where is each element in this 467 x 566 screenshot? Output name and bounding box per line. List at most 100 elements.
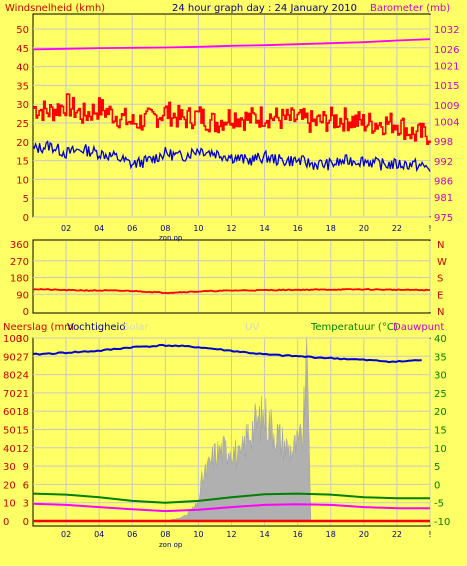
barometer-y-tick: 1021: [434, 61, 459, 72]
sunrise-label-bottom: zon op: [159, 541, 183, 549]
temperature-y-tick: -10: [434, 517, 450, 528]
rain-y-tick: 30: [16, 334, 29, 345]
wind-direction-line: [32, 288, 431, 295]
temperature-y-tick: 25: [434, 389, 447, 400]
humidity-y-tick: 50: [3, 426, 16, 437]
wind-gust-line: [33, 93, 431, 145]
rain-y-tick: 18: [16, 407, 29, 418]
direction-y-tick: 180: [10, 274, 29, 285]
barometer-y-tick: 975: [434, 213, 453, 224]
direction-y-tick: 360: [10, 240, 29, 251]
direction-y-tick: 270: [10, 257, 29, 268]
wind-y-tick: 15: [16, 157, 29, 168]
x-tick-label: 06: [127, 530, 137, 539]
x-tick-label: 08: [160, 224, 170, 233]
barometer-y-tick: 1015: [434, 81, 459, 92]
series-layer: [32, 38, 431, 523]
rain-y-tick: 24: [16, 371, 29, 382]
temperature-axis-title: Temperatuur (°C): [310, 322, 398, 333]
x-tick-label: 12: [226, 530, 236, 539]
temperature-y-tick: -5: [434, 499, 444, 510]
humidity-y-tick: 10: [3, 499, 16, 510]
barometer-y-tick: 1026: [434, 45, 459, 56]
wind-axis-title: Windsnelheid (kmh): [5, 3, 105, 14]
barometer-y-tick: 1004: [434, 117, 459, 128]
humidity-y-tick: 0: [3, 517, 9, 528]
x-tick-label: 04: [94, 530, 104, 539]
wind-y-tick: 50: [16, 25, 29, 36]
temperature-y-tick: 35: [434, 352, 447, 363]
direction-y-tick: 90: [16, 290, 29, 301]
x-tick-label: 22: [392, 224, 402, 233]
wind-y-tick: 25: [16, 119, 29, 130]
rain-y-tick: 3: [23, 499, 29, 510]
rain-y-tick: 15: [16, 426, 29, 437]
wind-y-tick: 40: [16, 63, 29, 74]
x-tick-label: 04: [94, 224, 104, 233]
temperature-y-tick: 15: [434, 426, 447, 437]
rain-y-tick: 21: [16, 389, 29, 400]
x-tick-label: 22: [392, 530, 402, 539]
x-tick-label: 20: [359, 530, 369, 539]
x-tick-label: 18: [326, 530, 336, 539]
temperature-line: [32, 492, 430, 504]
wind-y-tick: 10: [16, 175, 29, 186]
humidity-line: [32, 343, 422, 364]
compass-label: E: [437, 290, 443, 301]
barometer-y-tick: 1032: [434, 25, 459, 36]
solar-axis-title: Solar: [123, 322, 149, 333]
rain-y-tick: 12: [16, 444, 29, 455]
rain-y-tick: 9: [23, 462, 29, 473]
temperature-y-tick: 30: [434, 371, 447, 382]
x-tick-label: !: [428, 530, 431, 539]
x-tick-label: 14: [259, 224, 269, 233]
wind-y-tick: 5: [23, 194, 29, 205]
rain-y-tick: 0: [23, 517, 29, 528]
chart-title: 24 hour graph day : 24 January 2010: [172, 3, 357, 14]
barometer-y-tick: 992: [434, 157, 453, 168]
x-tick-label: 18: [326, 224, 336, 233]
x-tick-label: 16: [293, 530, 303, 539]
compass-label: N: [437, 307, 444, 318]
wind-y-tick: 35: [16, 81, 29, 92]
barometer-y-tick: 981: [434, 193, 453, 204]
temperature-y-tick: 40: [434, 334, 447, 345]
barometer-y-tick: 998: [434, 137, 453, 148]
x-tick-label: !: [428, 224, 431, 233]
temperature-y-tick: 10: [434, 444, 447, 455]
rain-axis-title: Neerslag (mm: [3, 322, 74, 333]
temperature-y-tick: 20: [434, 407, 447, 418]
x-tick-label: 10: [193, 530, 203, 539]
x-tick-label: 16: [293, 224, 303, 233]
humidity-y-tick: 60: [3, 407, 16, 418]
humidity-y-tick: 100: [3, 334, 22, 345]
sunrise-label-top: zon op: [159, 234, 183, 242]
compass-label: N: [437, 240, 444, 251]
wind-y-tick: 30: [16, 100, 29, 111]
temperature-y-tick: 5: [434, 462, 440, 473]
wind-y-tick: 0: [23, 213, 29, 224]
humidity-y-tick: 40: [3, 444, 16, 455]
wind-y-tick: 45: [16, 44, 29, 55]
rain-y-tick: 27: [16, 352, 29, 363]
x-tick-label: 12: [226, 224, 236, 233]
rain-y-tick: 6: [23, 480, 29, 491]
humidity-y-tick: 80: [3, 371, 16, 382]
x-tick-label: 02: [61, 224, 71, 233]
compass-label: W: [437, 257, 447, 268]
uv-axis-title: UV: [245, 322, 259, 333]
x-tick-label: 08: [160, 530, 170, 539]
x-tick-label: 14: [259, 530, 269, 539]
barometer-line: [32, 38, 431, 51]
axis-layer: 02 04 06 08 10 12 14 16 18 20 22 !02 04 06 08 10 12 14 16 1…: [3, 25, 459, 539]
temperature-y-tick: 0: [434, 480, 440, 491]
x-tick-label: 20: [359, 224, 369, 233]
humidity-axis-title: Vochtigheid: [67, 322, 126, 333]
humidity-y-tick: 70: [3, 389, 16, 400]
x-tick-label: 06: [127, 224, 137, 233]
humidity-y-tick: 30: [3, 462, 16, 473]
humidity-y-tick: 20: [3, 480, 16, 491]
barometer-y-tick: 986: [434, 177, 453, 188]
humidity-y-tick: 90: [3, 352, 16, 363]
